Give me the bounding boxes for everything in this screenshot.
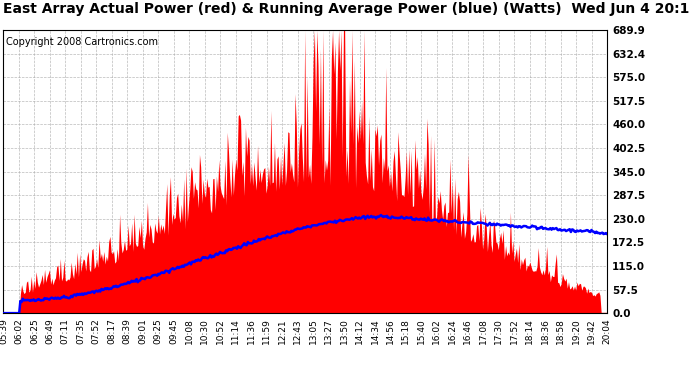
Text: Copyright 2008 Cartronics.com: Copyright 2008 Cartronics.com <box>6 37 159 47</box>
Text: East Array Actual Power (red) & Running Average Power (blue) (Watts)  Wed Jun 4 : East Array Actual Power (red) & Running … <box>3 2 690 16</box>
